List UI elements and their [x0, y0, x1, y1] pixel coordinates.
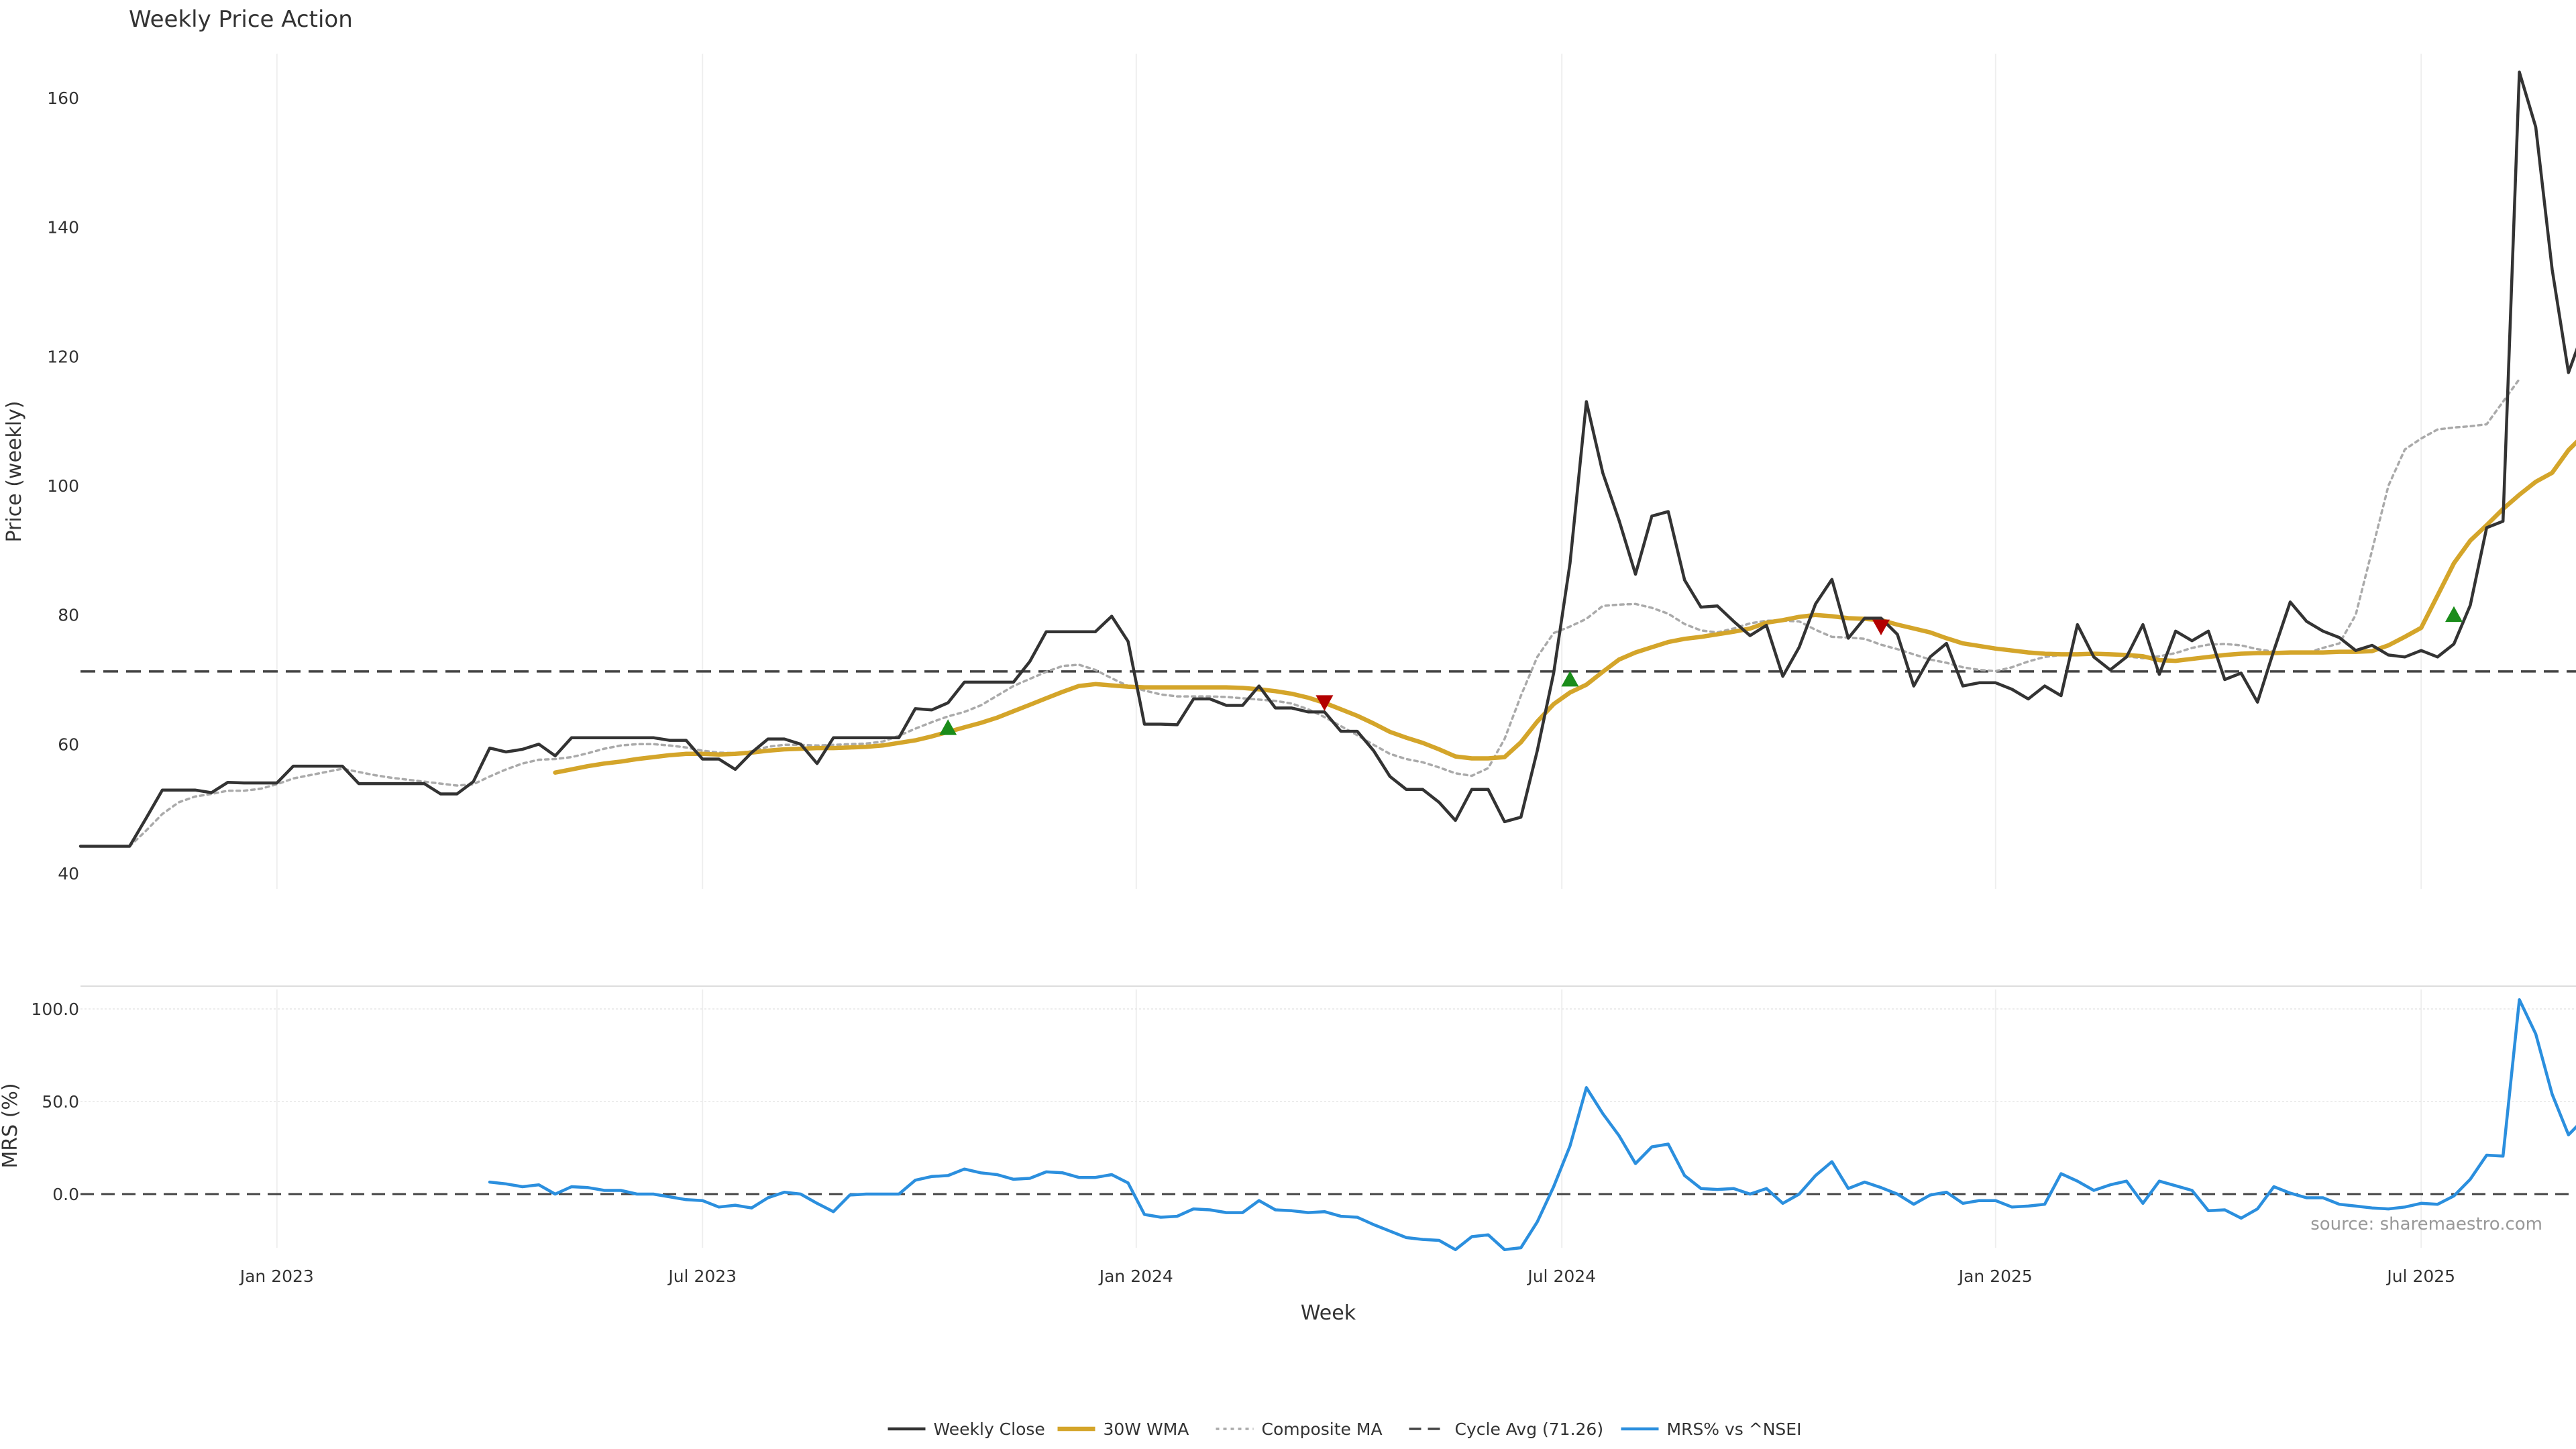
buy-signal-marker: [1561, 671, 1579, 687]
mrs-series-lines: [80, 998, 2576, 1252]
legend-item: MRS% vs ^NSEI: [1621, 1419, 1802, 1439]
mrs-y-tick-label: 0.0: [52, 1185, 79, 1204]
sell-signal-marker: [1316, 695, 1334, 711]
sell-signal-marker: [1872, 619, 1890, 636]
series-composite-ma: [128, 378, 2521, 848]
price-y-tick-label: 120: [47, 347, 79, 366]
price-y-ticks: 40 60 80 100 120 140 160: [47, 89, 79, 883]
legend-item: Weekly Close: [888, 1419, 1045, 1439]
legend-item: 30W WMA: [1057, 1419, 1189, 1439]
mrs-y-tick-label: 50.0: [42, 1092, 79, 1112]
x-tick-label: Jul 2025: [2385, 1267, 2455, 1286]
legend-label: Weekly Close: [934, 1419, 1045, 1439]
price-y-tick-label: 60: [58, 735, 79, 754]
mrs-x-gridlines: [276, 989, 2422, 1248]
signal-markers: [939, 606, 2463, 735]
legend-item: Cycle Avg (71.26): [1409, 1419, 1604, 1439]
price-y-tick-label: 80: [58, 606, 79, 625]
x-tick-label: Jul 2024: [1526, 1267, 1596, 1286]
x-tick-label: Jan 2024: [1098, 1267, 1173, 1286]
legend: Weekly Close 30W WMA Composite MA Cycle Avg…: [888, 1419, 1802, 1439]
series-mrs-vs-nsei: [488, 998, 2576, 1252]
buy-signal-marker: [2445, 606, 2463, 623]
x-axis-label: Week: [1301, 1301, 1356, 1325]
price-x-gridlines: [276, 54, 2422, 889]
source-watermark: source: sharemaestro.com: [2310, 1214, 2542, 1234]
series-weekly-close: [78, 70, 2576, 848]
price-series-lines: [78, 70, 2576, 848]
price-y-tick-label: 40: [58, 864, 79, 883]
price-y-tick-label: 160: [47, 89, 79, 108]
legend-label: Composite MA: [1262, 1419, 1383, 1439]
legend-label: Cycle Avg (71.26): [1455, 1419, 1604, 1439]
price-y-tick-label: 140: [47, 218, 79, 237]
legend-item: Composite MA: [1216, 1419, 1383, 1439]
x-axis-ticks: Jan 2023 Jul 2023 Jan 2024 Jul 2024 Jan 2025…: [239, 1267, 2455, 1286]
legend-label: 30W WMA: [1104, 1419, 1189, 1439]
series-30w-wma: [553, 439, 2576, 775]
buy-signal-marker: [939, 719, 957, 735]
x-tick-label: Jul 2023: [667, 1267, 737, 1286]
mrs-y-axis-label: MRS (%): [0, 1083, 22, 1168]
price-y-axis-label: Price (weekly): [3, 400, 26, 542]
mrs-y-ticks: 0.0 50.0 100.0: [31, 1000, 2576, 1204]
mrs-y-tick-label: 100.0: [31, 1000, 79, 1019]
price-y-tick-label: 100: [47, 476, 79, 496]
x-tick-label: Jan 2023: [239, 1267, 314, 1286]
legend-label: MRS% vs ^NSEI: [1667, 1419, 1802, 1439]
x-tick-label: Jan 2025: [1957, 1267, 2033, 1286]
chart-title: Weekly Price Action: [129, 6, 353, 33]
